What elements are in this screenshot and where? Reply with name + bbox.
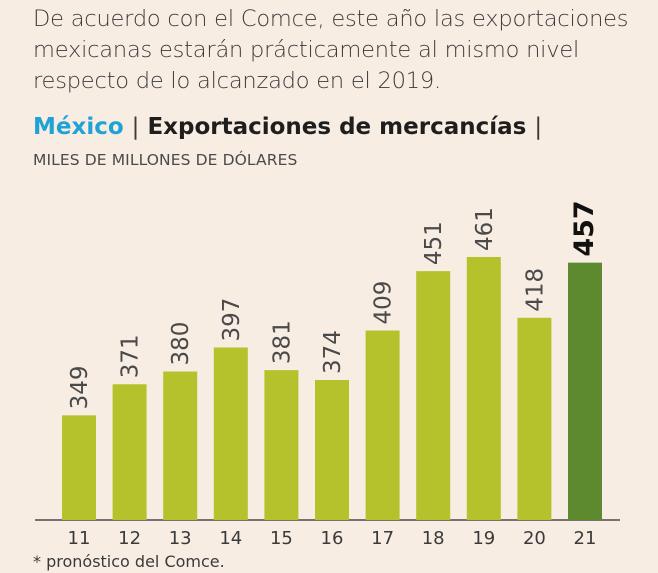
bar-12 [112, 384, 147, 520]
x-tick-label-14: 14 [219, 528, 242, 549]
bar-17 [365, 330, 400, 520]
value-label-16: 374 [320, 330, 346, 374]
bar-11 [62, 415, 96, 520]
value-label-13: 380 [168, 322, 194, 366]
intro-text: De acuerdo con el Comce, este año las ex… [33, 6, 629, 94]
x-tick-label-13: 13 [169, 528, 192, 549]
value-label-14: 397 [219, 298, 245, 342]
x-tick-label-18: 18 [422, 528, 445, 549]
x-tick-label-19: 19 [472, 528, 495, 549]
x-tick-label-12: 12 [118, 528, 141, 549]
value-label-20: 418 [522, 268, 548, 312]
bar-20 [517, 317, 552, 520]
bar-15 [264, 370, 299, 520]
chart-heading: México | Exportaciones de mercancías | [33, 114, 542, 140]
bar-21 [568, 262, 602, 520]
value-label-21: 457 [569, 200, 600, 256]
bar-16 [315, 380, 349, 520]
value-label-17: 409 [371, 281, 397, 325]
x-tick-label-20: 20 [523, 528, 546, 549]
bar-14 [213, 347, 248, 520]
x-tick-label-21: 21 [574, 528, 597, 549]
heading-trailing-separator: | [534, 114, 543, 140]
value-label-18: 451 [421, 221, 447, 265]
x-tick-label-17: 17 [371, 528, 394, 549]
value-label-19: 461 [472, 207, 498, 251]
value-label-11: 349 [67, 365, 93, 409]
bar-19 [466, 257, 501, 520]
x-tick-label-16: 16 [321, 528, 344, 549]
country-label: México [33, 114, 124, 140]
bar-18 [416, 271, 451, 520]
footnote: * pronóstico del Comce. [33, 552, 225, 571]
value-label-15: 381 [269, 320, 295, 364]
value-label-12: 371 [118, 334, 144, 378]
heading-separator: | [131, 114, 140, 140]
x-tick-label-15: 15 [270, 528, 293, 549]
units-label: MILES DE MILLONES DE DÓLARES [33, 151, 298, 169]
bar-13 [163, 371, 198, 520]
chart-title: Exportaciones de mercancías [147, 114, 527, 140]
x-tick-label-11: 11 [68, 528, 91, 549]
